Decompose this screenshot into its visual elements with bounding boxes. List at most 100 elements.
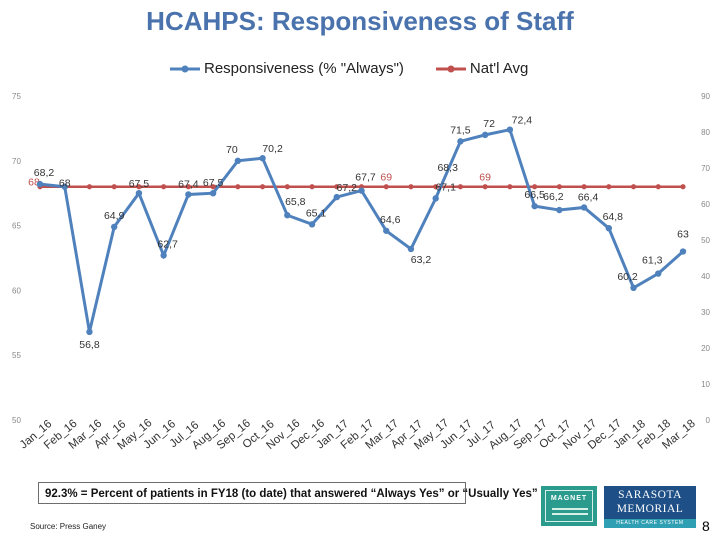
responsiveness-data-label: 68,2 xyxy=(34,167,55,179)
national-average-point xyxy=(532,184,538,190)
responsiveness-data-label: 66,4 xyxy=(578,191,599,203)
y-left-tick-label: 65 xyxy=(12,222,21,231)
logo-wordmark: SARASOTA MEMORIAL xyxy=(604,486,696,519)
legend-item-responsiveness: Responsiveness (% "Always") xyxy=(170,60,404,77)
responsiveness-point xyxy=(36,180,44,188)
responsiveness-point xyxy=(457,138,464,145)
responsiveness-data-label: 67,7 xyxy=(355,172,376,184)
source-note: Source: Press Ganey xyxy=(30,522,107,531)
national-average-data-label: 69 xyxy=(479,172,491,184)
national-average-point xyxy=(309,184,315,190)
series-responsiveness-line xyxy=(39,127,684,333)
responsiveness-point xyxy=(580,204,588,211)
responsiveness-data-label: 66,5 xyxy=(524,189,545,201)
logo-tagline: HEALTH CARE SYSTEM xyxy=(604,519,696,528)
responsiveness-data-label: 70 xyxy=(226,144,238,156)
extra-data-label: 68,3 xyxy=(437,162,458,174)
responsiveness-point xyxy=(259,155,266,162)
y-left-tick-label: 75 xyxy=(12,92,21,101)
national-average-point xyxy=(507,184,513,190)
national-average-point xyxy=(433,184,439,190)
responsiveness-point xyxy=(234,157,242,164)
responsiveness-point xyxy=(679,248,687,255)
responsiveness-point xyxy=(86,328,93,336)
national-average-point xyxy=(556,184,562,190)
national-average-point xyxy=(259,184,266,190)
responsiveness-point xyxy=(531,202,538,210)
y-right-tick-label: 50 xyxy=(701,236,710,245)
national-average-point xyxy=(210,184,216,190)
responsiveness-point xyxy=(284,212,291,219)
legend-item-national-average: Nat'l Avg xyxy=(435,60,529,77)
responsiveness-data-label: 60,2 xyxy=(617,271,638,283)
y-left-tick-label: 60 xyxy=(12,286,21,295)
national-average-point xyxy=(86,184,93,190)
national-average-point xyxy=(161,184,167,190)
responsiveness-data-label: 68 xyxy=(59,178,71,190)
national-average-point xyxy=(235,184,241,190)
national-average-point xyxy=(334,184,340,190)
responsiveness-data-label: 61,3 xyxy=(642,255,663,267)
legend-swatch-national-average xyxy=(435,65,466,72)
national-average-point xyxy=(581,184,587,190)
y-right-tick-label: 60 xyxy=(701,200,710,209)
y-right-tick-label: 10 xyxy=(701,380,710,389)
responsiveness-point xyxy=(655,270,662,277)
responsiveness-data-label: 63,2 xyxy=(411,254,432,266)
responsiveness-data-label: 62,7 xyxy=(157,238,178,250)
responsiveness-data-label: 67,4 xyxy=(178,178,199,190)
national-average-point xyxy=(136,184,142,190)
national-average-point xyxy=(606,184,612,190)
responsiveness-point xyxy=(383,227,390,234)
responsiveness-point xyxy=(135,190,143,197)
y-right-tick-label: 40 xyxy=(701,272,710,281)
national-average-point xyxy=(680,184,686,190)
responsiveness-data-label: 64,8 xyxy=(603,211,624,223)
national-average-point xyxy=(408,184,414,190)
national-average-point xyxy=(630,184,637,190)
responsiveness-data-label: 72 xyxy=(483,118,495,130)
responsiveness-data-label: 64,9 xyxy=(104,210,125,222)
national-average-point xyxy=(457,184,464,190)
y-left-tick-label: 70 xyxy=(12,157,21,166)
national-average-data-label: 69 xyxy=(380,172,392,184)
national-average-point xyxy=(655,184,661,190)
y-right-tick-label: 70 xyxy=(701,164,710,173)
national-average-data-label: 68 xyxy=(28,177,40,189)
national-average-point xyxy=(383,184,389,190)
responsiveness-data-label: 66,2 xyxy=(543,191,564,203)
responsiveness-data-label: 65,8 xyxy=(285,196,306,208)
responsiveness-data-label: 64,6 xyxy=(380,214,401,226)
responsiveness-point xyxy=(333,193,340,201)
y-right-tick-label: 80 xyxy=(701,128,710,137)
responsiveness-point xyxy=(209,190,217,197)
magnet-logo-line xyxy=(552,513,588,515)
responsiveness-data-label: 67,2 xyxy=(337,182,358,194)
responsiveness-data-label: 63 xyxy=(677,229,689,241)
responsiveness-point xyxy=(308,221,316,228)
magnet-logo-line xyxy=(552,508,588,510)
responsiveness-point xyxy=(358,187,365,194)
legend-label-responsiveness: Responsiveness (% "Always") xyxy=(204,60,404,77)
responsiveness-point xyxy=(432,195,439,202)
legend-label-national-average: Nat'l Avg xyxy=(469,60,529,77)
national-average-point xyxy=(284,184,290,190)
sarasota-memorial-logo: SARASOTA MEMORIAL HEALTH CARE SYSTEM xyxy=(604,486,696,528)
logo-line-2: MEMORIAL xyxy=(616,503,684,515)
national-average-point xyxy=(185,184,191,190)
page-number: 8 xyxy=(702,518,710,534)
page-title: HCAHPS: Responsiveness of Staff xyxy=(146,6,574,36)
logo-line-1: SARASOTA xyxy=(618,489,682,501)
responsiveness-point xyxy=(185,191,192,198)
responsiveness-point xyxy=(110,223,118,231)
responsiveness-point xyxy=(160,252,167,259)
magnet-logo-frame: MAGNET xyxy=(545,490,593,522)
responsiveness-data-label: 67,5 xyxy=(129,178,150,190)
magnet-logo: MAGNET xyxy=(541,486,597,526)
responsiveness-point xyxy=(630,284,637,292)
y-right-tick-label: 0 xyxy=(706,416,711,425)
responsiveness-point xyxy=(506,126,514,133)
responsiveness-data-label: 72,4 xyxy=(512,115,533,127)
responsiveness-point xyxy=(61,183,68,190)
